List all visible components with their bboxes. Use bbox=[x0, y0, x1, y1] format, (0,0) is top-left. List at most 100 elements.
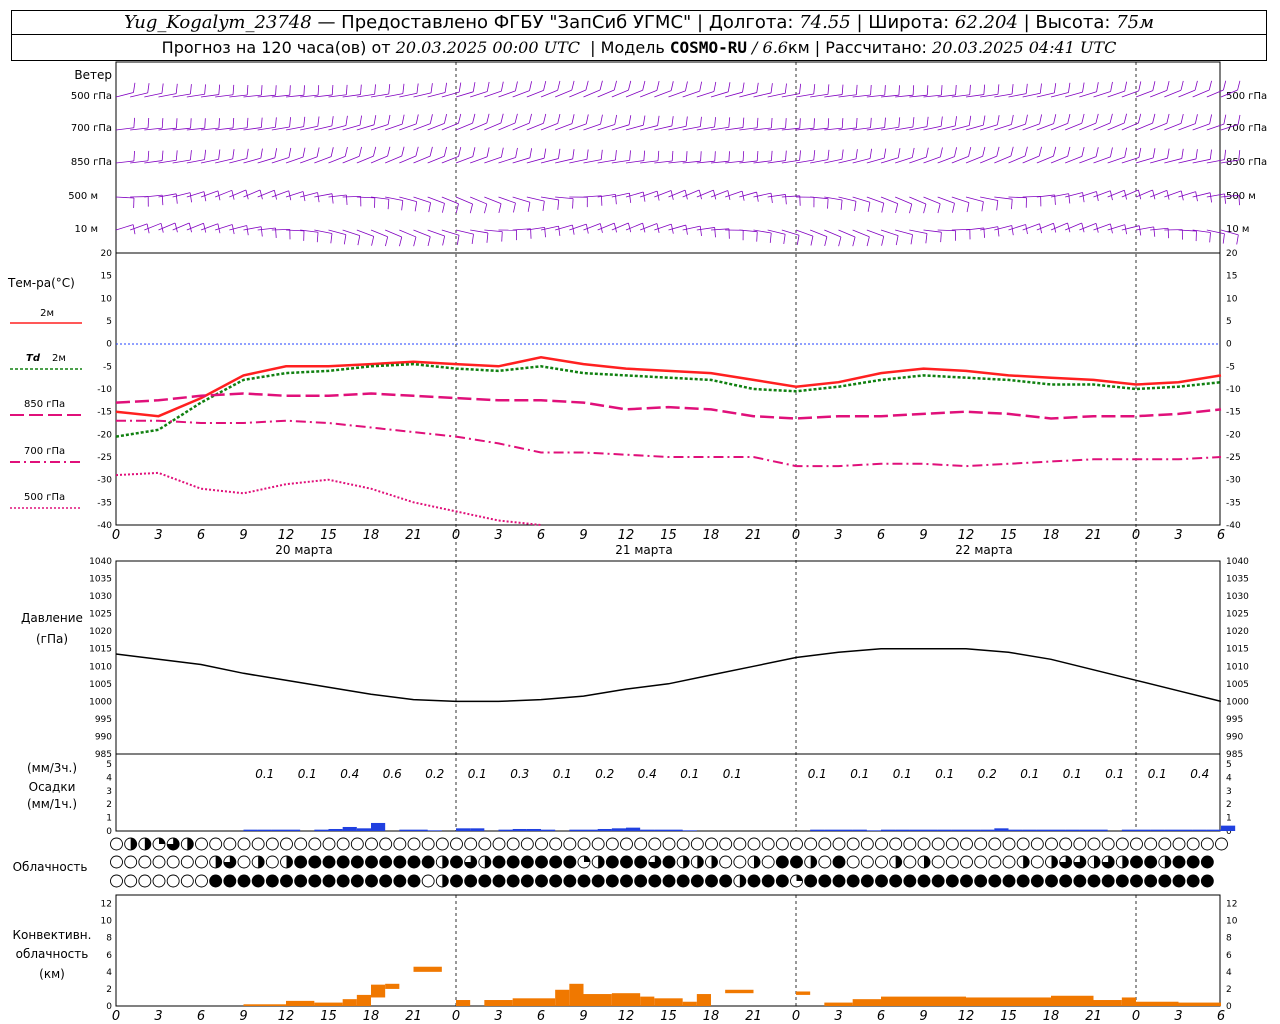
wind-barb bbox=[215, 224, 233, 231]
cloud-symbol-fill bbox=[258, 856, 265, 868]
wind-barb-feather bbox=[629, 150, 631, 161]
wind-barb-feather bbox=[330, 233, 333, 244]
wind-barb-feather bbox=[1152, 81, 1156, 91]
wind-barb bbox=[937, 229, 956, 232]
wind-barb-feather bbox=[231, 190, 235, 200]
cloud-symbol-fill bbox=[1102, 875, 1115, 887]
precip-bar bbox=[994, 828, 1009, 831]
wind-barb-feather bbox=[571, 80, 575, 91]
wind-barb-feather bbox=[246, 148, 249, 159]
x-tick-label: 18 bbox=[1043, 528, 1060, 543]
wind-barb bbox=[753, 192, 772, 198]
cloud-symbol-fill bbox=[308, 875, 321, 887]
wind-barb-feather bbox=[657, 150, 660, 161]
cloud-symbol-fill bbox=[833, 856, 846, 868]
pressure-panel-frame bbox=[115, 560, 1221, 755]
cloud-symbol bbox=[110, 837, 123, 851]
wind-barb-feather bbox=[486, 232, 489, 243]
conv-tick-right: 6 bbox=[1226, 951, 1232, 961]
wind-barb-feather bbox=[1096, 82, 1099, 92]
wind-barb-feather bbox=[895, 203, 899, 214]
wind-barb bbox=[555, 158, 573, 164]
x-tick-label-conv: 0 bbox=[1132, 1009, 1140, 1024]
calc-time: 20.03.2025 04:41 UTC bbox=[932, 38, 1117, 57]
wind-barb-feather bbox=[246, 84, 249, 95]
wind-barb bbox=[980, 196, 998, 201]
precip-total: 0.4 bbox=[340, 767, 359, 781]
wind-barb bbox=[994, 93, 1013, 98]
wind-barb-feather bbox=[387, 114, 391, 125]
wind-barb bbox=[271, 157, 290, 164]
wind-barb-feather bbox=[756, 117, 759, 128]
precip-total: 0.1 bbox=[255, 767, 274, 781]
wind-barb bbox=[696, 91, 715, 98]
wind-barb bbox=[314, 125, 332, 131]
wind-barb bbox=[838, 127, 857, 131]
cloud-symbol bbox=[1158, 837, 1172, 851]
wind-barb-feather bbox=[542, 201, 545, 211]
wind-barb bbox=[385, 93, 403, 98]
wind-barb bbox=[951, 196, 970, 203]
precip-bar bbox=[654, 829, 669, 831]
wind-barb bbox=[130, 223, 148, 231]
wind-barb bbox=[470, 91, 488, 98]
wind-barb bbox=[1022, 92, 1041, 98]
wind-barb bbox=[399, 155, 417, 164]
conv-tick-right: 0 bbox=[1226, 1002, 1232, 1012]
wind-barb-feather bbox=[881, 236, 885, 246]
wind-barb bbox=[470, 196, 487, 205]
wind-barb bbox=[1135, 189, 1153, 198]
wind-barb-feather bbox=[302, 147, 306, 158]
cloud-symbol bbox=[945, 855, 959, 869]
wind-barb bbox=[710, 126, 729, 131]
wind-barb-feather bbox=[1166, 80, 1170, 91]
wind-barb-feather bbox=[1195, 191, 1198, 202]
wind-barb bbox=[866, 196, 884, 204]
cloud-symbol bbox=[1200, 837, 1214, 851]
wind-barb bbox=[356, 229, 374, 237]
cloud-symbol bbox=[152, 855, 166, 869]
wind-barb bbox=[753, 127, 772, 131]
wind-barb bbox=[144, 222, 162, 231]
pressure-line bbox=[115, 647, 1222, 703]
cloud-symbol bbox=[846, 837, 860, 851]
x-tick-label-conv: 3 bbox=[154, 1009, 162, 1024]
wind-barb-feather bbox=[840, 199, 843, 210]
wind-barb-feather bbox=[600, 149, 603, 160]
wind-barb bbox=[328, 94, 347, 98]
cloud-symbol-fill bbox=[776, 856, 789, 868]
precip-bar bbox=[1036, 829, 1052, 831]
wind-barb bbox=[172, 127, 191, 131]
cloud-symbol bbox=[662, 837, 676, 851]
precip-bar bbox=[852, 829, 867, 831]
precip-bar bbox=[1022, 829, 1037, 831]
cloud-symbol bbox=[1016, 837, 1030, 851]
wind-barb-feather bbox=[628, 222, 632, 233]
cloud-symbol bbox=[577, 837, 591, 851]
cloud-symbol bbox=[747, 837, 761, 851]
precip-bar bbox=[909, 829, 924, 831]
wind-barb-feather bbox=[600, 114, 603, 125]
wind-barb-feather bbox=[997, 226, 1000, 237]
wind-barb bbox=[413, 196, 431, 203]
cloud-symbol bbox=[138, 855, 152, 869]
wind-barb-feather bbox=[402, 83, 405, 94]
wind-barb-feather bbox=[799, 83, 802, 94]
cloud-symbol-fill bbox=[450, 875, 463, 887]
precip-bar bbox=[526, 828, 542, 831]
alt-label: Высота: bbox=[1035, 12, 1117, 33]
wind-barb-feather bbox=[940, 116, 943, 127]
wind-barb-feather bbox=[190, 150, 192, 161]
cloud-symbol-fill bbox=[946, 875, 959, 887]
wind-barb bbox=[895, 196, 912, 205]
cloud-symbol bbox=[549, 837, 563, 851]
wind-barbs bbox=[115, 80, 1241, 247]
wind-barb-feather bbox=[132, 224, 136, 235]
cloud-symbol-fill bbox=[1122, 856, 1129, 868]
wind-barb-feather bbox=[1209, 149, 1212, 160]
wind-barb-feather bbox=[841, 118, 844, 129]
wind-barb-feather bbox=[983, 84, 986, 95]
wind-barb-feather bbox=[656, 80, 660, 91]
precip-bar bbox=[1093, 829, 1108, 831]
wind-barb-feather bbox=[1138, 113, 1142, 124]
